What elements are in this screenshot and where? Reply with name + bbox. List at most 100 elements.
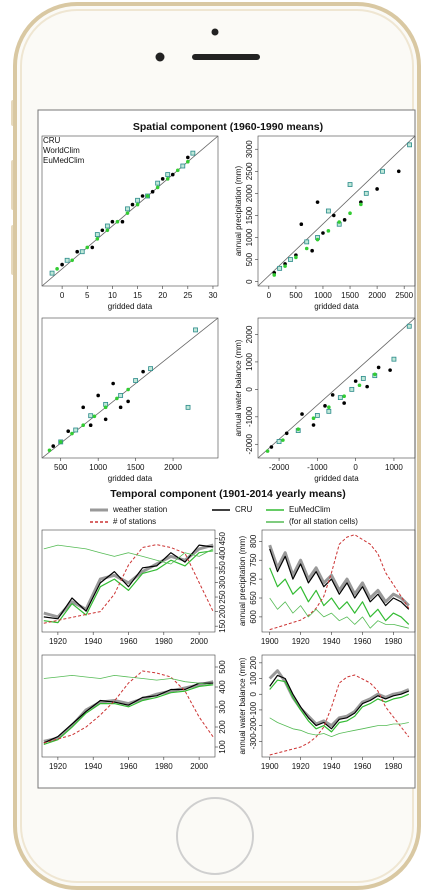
x-tick-label: 500 xyxy=(54,463,68,472)
point xyxy=(353,379,358,383)
x-tick-label: 10 xyxy=(108,291,117,300)
point xyxy=(103,417,108,422)
point xyxy=(300,412,304,416)
point xyxy=(186,155,190,160)
y-tick-label: -1000 xyxy=(245,406,254,427)
point xyxy=(150,189,155,194)
point xyxy=(365,384,369,389)
point xyxy=(190,150,196,156)
point xyxy=(323,404,327,408)
x-tick-label: 15 xyxy=(133,291,142,300)
plot-area xyxy=(43,543,214,624)
x-tick-label: 1000 xyxy=(89,463,107,472)
point xyxy=(94,232,100,237)
point xyxy=(325,208,331,214)
point xyxy=(165,177,170,181)
point xyxy=(140,194,145,198)
point xyxy=(342,218,347,222)
y-tick-label: 700 xyxy=(249,572,258,586)
series-line xyxy=(269,597,409,629)
series-line xyxy=(269,674,410,730)
y2-tick-label: 200 xyxy=(218,720,227,734)
point xyxy=(193,327,198,333)
y-tick-label: 200 xyxy=(249,656,258,670)
x-tick-label: 1000 xyxy=(385,463,403,472)
legend-label: EuMedClim xyxy=(43,156,85,165)
point xyxy=(315,200,320,204)
point xyxy=(115,396,119,401)
plot-frame xyxy=(261,529,416,633)
series-line xyxy=(269,534,410,631)
point xyxy=(126,399,130,404)
x-tick-label: 25 xyxy=(183,291,192,300)
point xyxy=(79,249,85,255)
legend-label: WorldClim xyxy=(43,146,80,155)
camera xyxy=(155,52,165,62)
legend-label: EuMedClim xyxy=(289,505,331,514)
y-axis-label: annual precipitation (mm) xyxy=(234,166,243,257)
series-line xyxy=(43,543,214,619)
x-tick-label: 1980 xyxy=(384,637,402,646)
x-tick-label: 1500 xyxy=(341,291,359,300)
point xyxy=(281,438,285,442)
point xyxy=(180,163,186,169)
point xyxy=(141,369,145,374)
legend-label: # of stations xyxy=(113,517,156,526)
point xyxy=(407,142,412,148)
series-line xyxy=(43,684,214,745)
x-tick-label: 2000 xyxy=(368,291,386,300)
y2-tick-label: 150 xyxy=(218,619,227,633)
y-tick-label: 1000 xyxy=(245,228,254,246)
x-tick-label: 1920 xyxy=(292,637,310,646)
point xyxy=(304,246,309,251)
point xyxy=(145,194,150,198)
point xyxy=(342,394,346,399)
point xyxy=(100,228,105,233)
point xyxy=(337,395,343,401)
y2-tick-label: 200 xyxy=(218,604,227,618)
x-tick-label: 1900 xyxy=(261,762,279,771)
point xyxy=(104,223,110,229)
point xyxy=(349,386,355,392)
sensor xyxy=(211,28,219,36)
x-tick-label: 1940 xyxy=(84,762,102,771)
point xyxy=(49,270,55,276)
plot-area xyxy=(268,669,410,756)
series-line xyxy=(269,567,410,625)
home-button[interactable] xyxy=(176,797,254,875)
y-axis-label: annual precipitation (mm) xyxy=(238,536,247,627)
point xyxy=(304,239,310,245)
series-line xyxy=(43,682,214,744)
x-axis-label: gridded data xyxy=(108,302,153,311)
y2-tick-label: 350 xyxy=(218,561,227,575)
point xyxy=(396,169,401,174)
point xyxy=(406,323,412,329)
point xyxy=(130,202,135,207)
point xyxy=(359,202,363,207)
point xyxy=(73,427,79,433)
point xyxy=(66,429,71,433)
series-line xyxy=(43,680,214,743)
point xyxy=(331,213,336,218)
x-tick-label: 0 xyxy=(353,463,358,472)
x-tick-label: 1960 xyxy=(120,762,138,771)
y-tick-label: 650 xyxy=(249,591,258,605)
series-line xyxy=(43,544,214,624)
series-line xyxy=(43,675,214,686)
y-tick-label: 0 xyxy=(245,387,254,392)
point xyxy=(276,439,282,444)
plot-area xyxy=(47,327,198,453)
point xyxy=(135,197,140,203)
x-tick-label: 1920 xyxy=(49,637,67,646)
y-tick-label: 800 xyxy=(249,534,258,548)
y-tick-label: 2000 xyxy=(245,325,254,343)
point xyxy=(105,228,110,233)
point xyxy=(288,257,293,262)
point xyxy=(315,237,320,242)
point xyxy=(96,393,100,398)
point xyxy=(375,187,379,191)
point xyxy=(372,372,377,377)
series-line xyxy=(269,679,410,733)
x-tick-label: 1980 xyxy=(384,762,402,771)
point xyxy=(314,413,320,418)
